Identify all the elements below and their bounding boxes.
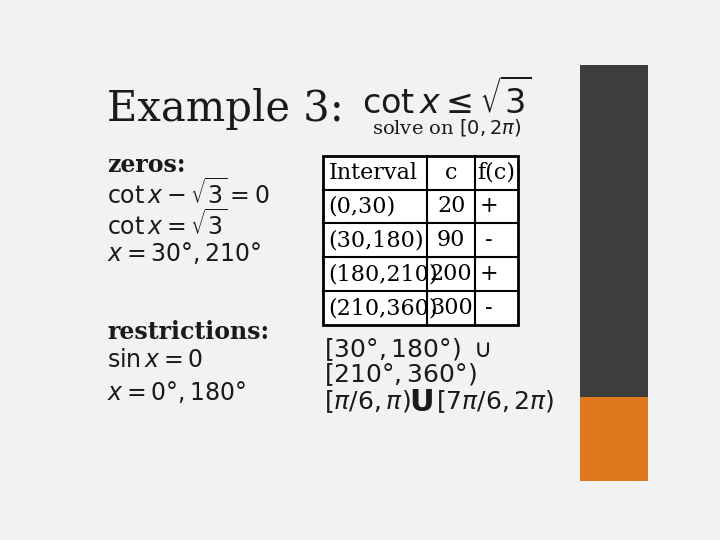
Text: (30,180): (30,180) bbox=[329, 230, 424, 251]
Text: zeros:: zeros: bbox=[107, 153, 186, 177]
Text: +: + bbox=[480, 195, 498, 218]
Text: (210,360): (210,360) bbox=[329, 297, 438, 319]
Text: $\cot x - \sqrt{3} = 0$: $\cot x - \sqrt{3} = 0$ bbox=[107, 179, 269, 210]
Text: 200: 200 bbox=[430, 263, 472, 285]
Text: $\sin x = 0$: $\sin x = 0$ bbox=[107, 348, 203, 372]
Text: Interval: Interval bbox=[329, 161, 418, 184]
Text: +: + bbox=[480, 263, 498, 285]
Bar bbox=[580, 65, 648, 481]
Text: $x = 30°,210°$: $x = 30°,210°$ bbox=[107, 240, 261, 266]
Text: (180,210): (180,210) bbox=[329, 263, 438, 285]
Text: $\mathbf{U}$: $\mathbf{U}$ bbox=[409, 388, 433, 417]
Text: $x = 0°,180°$: $x = 0°,180°$ bbox=[107, 379, 246, 405]
Text: 20: 20 bbox=[437, 195, 465, 218]
Text: f(c): f(c) bbox=[477, 161, 516, 184]
Text: $[\pi/6,\pi)$: $[\pi/6,\pi)$ bbox=[324, 388, 410, 415]
Text: $\cot x \leq \sqrt{3}$: $\cot x \leq \sqrt{3}$ bbox=[361, 79, 531, 121]
Text: restrictions:: restrictions: bbox=[107, 320, 269, 345]
Text: $[210°,360°)$: $[210°,360°)$ bbox=[324, 361, 477, 388]
Text: $[30°,180°)\ \cup$: $[30°,180°)\ \cup$ bbox=[324, 336, 491, 363]
Text: 300: 300 bbox=[430, 297, 472, 319]
Text: (0,30): (0,30) bbox=[329, 195, 396, 218]
Text: -: - bbox=[485, 297, 492, 319]
Text: solve on $[0,2\pi)$: solve on $[0,2\pi)$ bbox=[372, 117, 521, 138]
Text: $[7\pi/6,2\pi)$: $[7\pi/6,2\pi)$ bbox=[436, 388, 555, 415]
Text: c: c bbox=[445, 161, 457, 184]
Text: Example 3:: Example 3: bbox=[107, 88, 344, 130]
Text: $\cot x = \sqrt{3}$: $\cot x = \sqrt{3}$ bbox=[107, 210, 228, 240]
Text: -: - bbox=[485, 230, 492, 251]
Bar bbox=[323, 156, 518, 325]
Text: 90: 90 bbox=[437, 230, 465, 251]
Bar bbox=[580, 397, 648, 481]
